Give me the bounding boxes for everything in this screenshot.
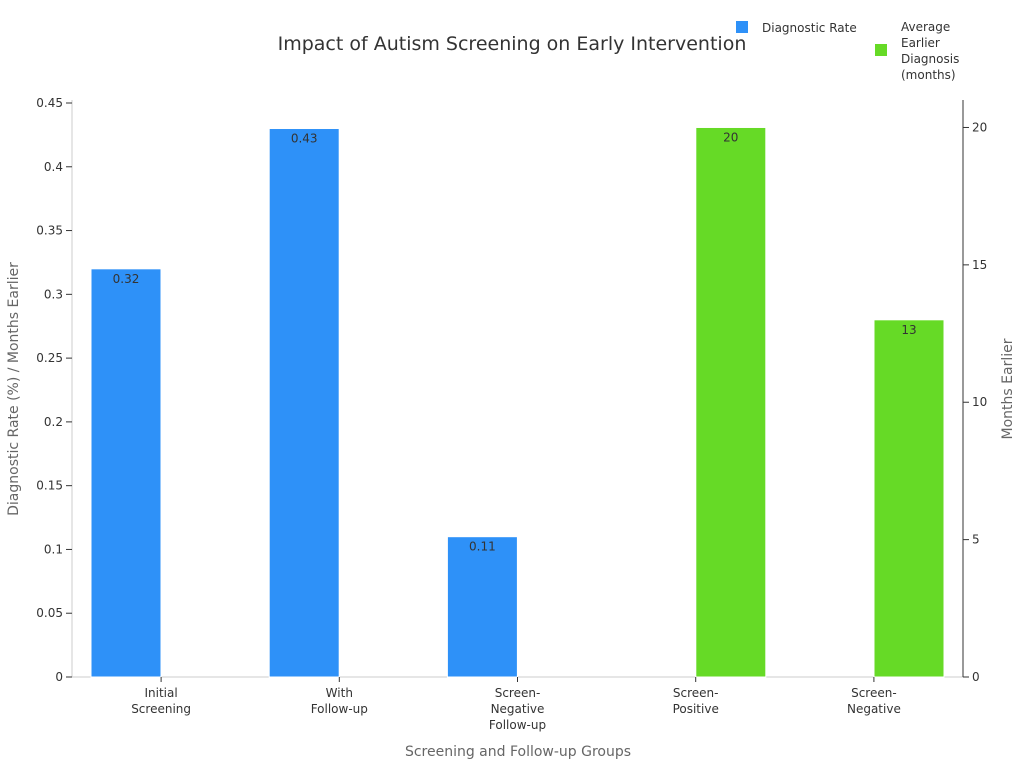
y-tick-label: 0.25 (36, 351, 63, 365)
data-label: 0.32 (113, 272, 140, 286)
bar (90, 268, 162, 678)
y-tick-label: 0.45 (36, 96, 63, 110)
y2-tick-label: 10 (972, 395, 987, 409)
data-label: 0.11 (469, 540, 496, 554)
y-tick-label: 0.1 (44, 542, 63, 556)
x-tick-label: Screen-Negative Follow-up (489, 686, 546, 732)
y-axis-label: Diagnostic Rate (%) / Months Earlier (6, 262, 22, 516)
bar (446, 536, 518, 678)
x-axis-label: Screening and Follow-up Groups (405, 744, 631, 760)
y-tick-label: 0.15 (36, 479, 63, 493)
bars (90, 126, 945, 678)
y-tick-label: 0.3 (44, 287, 63, 301)
y-tick-label: 0 (55, 670, 63, 684)
bar (695, 126, 767, 678)
bar (873, 319, 945, 678)
x-tick-label: Screen-Positive (673, 686, 719, 716)
x-tick-label: Screen-Negative (847, 686, 901, 716)
y2-tick-label: 5 (972, 533, 980, 547)
data-label: 13 (901, 323, 916, 337)
chart-title: Impact of Autism Screening on Early Inte… (278, 33, 747, 55)
y2-tick-label: 20 (972, 120, 987, 134)
right-axis-ticks: 0 5 10 15 20 (963, 120, 987, 684)
left-axis-ticks: 0 0.05 0.1 0.15 0.2 0.25 0.3 0.35 0.4 0.45 (36, 96, 72, 684)
x-tick-label: Initial Screening (131, 686, 191, 716)
data-labels: 0.32 0.43 0.11 20 13 (113, 130, 917, 553)
legend-swatch (875, 44, 887, 56)
legend-entry: Diagnostic Rate (762, 21, 857, 35)
bar (268, 128, 340, 678)
y2-tick-label: 15 (972, 258, 987, 272)
y-tick-label: 0.4 (44, 160, 63, 174)
legend: Diagnostic Rate Average Earlier Diagnosis (m… (736, 20, 959, 82)
data-label: 0.43 (291, 132, 318, 146)
legend-swatch (736, 21, 748, 33)
category-labels: Initial Screening With Follow-up Screen-Nega… (131, 677, 901, 732)
y-tick-label: 0.2 (44, 415, 63, 429)
y-tick-label: 0.35 (36, 224, 63, 238)
x-tick-label: With Follow-up (311, 686, 368, 716)
legend-entry: Average Earlier Diagnosis (months) (901, 20, 959, 82)
data-label: 20 (723, 130, 738, 144)
y2-tick-label: 0 (972, 670, 980, 684)
y2-axis-label: Months Earlier (1000, 338, 1016, 439)
y-tick-label: 0.05 (36, 606, 63, 620)
